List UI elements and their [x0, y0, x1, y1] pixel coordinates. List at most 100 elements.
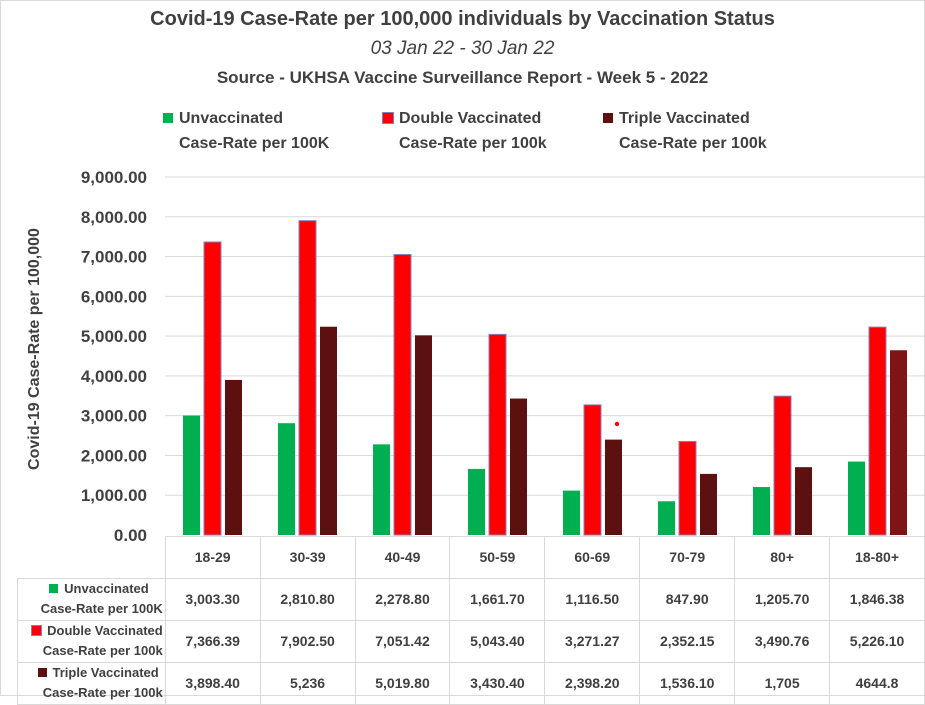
- row-label-line1: Double Vaccinated: [47, 623, 163, 638]
- bar-double-vaccinated-18-29: [203, 241, 222, 536]
- table-row-double-vaccinated: Double Vaccinated Case-Rate per 100k 7,36…: [17, 619, 925, 663]
- legend-double-vaccinated: Double Vaccinated Case-Rate per 100k: [382, 106, 547, 156]
- row-swatch-unvaccinated: [49, 584, 59, 593]
- bar-double-vaccinated-30-39: [298, 220, 317, 536]
- bar-unvaccinated-80+: [753, 487, 770, 535]
- table-cell: 2,278.80: [354, 577, 451, 621]
- legend-label-line2: Case-Rate per 100K: [179, 135, 330, 152]
- bar-triple-vaccinated-18-80+: [890, 350, 907, 535]
- table-cell: 5,043.40: [449, 619, 546, 663]
- bar-unvaccinated-50-59: [468, 468, 485, 535]
- table-header-cell: 30-39: [259, 536, 356, 579]
- table-cell: 2,810.80: [259, 577, 356, 621]
- table-header-cell: 40-49: [354, 536, 451, 579]
- table-cell: 1,705: [734, 661, 831, 705]
- table-header-row: 18-29 30-39 40-49 50-59 60-69 70-79 80+ …: [18, 536, 925, 579]
- table-cell: 3,430.40: [449, 661, 546, 705]
- table-cell: 2,352.15: [639, 619, 736, 663]
- legend-label-line2: Case-Rate per 100k: [399, 135, 547, 152]
- legend-label: Triple Vaccinated: [619, 110, 750, 127]
- bar-double-vaccinated-70-79: [678, 440, 697, 536]
- bar-unvaccinated-30-39: [278, 423, 295, 535]
- legend-swatch-double: [382, 112, 394, 124]
- y-tick-label: 7,000.00: [81, 248, 147, 267]
- data-table: 18-29 30-39 40-49 50-59 60-69 70-79 80+ …: [17, 536, 925, 705]
- table-header-cell: 18-80+: [829, 536, 925, 579]
- y-tick-label: 1,000.00: [81, 486, 147, 505]
- table-cell: 5,226.10: [829, 619, 925, 663]
- table-cell: 3,271.27: [544, 619, 641, 663]
- y-tick-label: 4,000.00: [81, 367, 147, 386]
- table-row-triple-vaccinated: Triple Vaccinated Case-Rate per 100k 3,89…: [17, 661, 925, 705]
- legend-label: Unvaccinated: [179, 110, 284, 127]
- table-header-cell: 80+: [734, 536, 831, 579]
- table-row-label: Double Vaccinated Case-Rate per 100k: [17, 619, 166, 663]
- y-tick-label: 3,000.00: [81, 407, 147, 426]
- bar-triple-vaccinated-50-59: [510, 398, 527, 535]
- y-tick-label: 2,000.00: [81, 446, 147, 465]
- stray-dot-marker: [614, 421, 620, 427]
- table-header-cell: 18-29: [164, 536, 261, 579]
- bar-triple-vaccinated-70-79: [700, 473, 717, 535]
- row-swatch-double: [31, 625, 43, 636]
- chart-subtitle: 03 Jan 22 - 30 Jan 22: [370, 38, 555, 59]
- table-row-unvaccinated: Unvaccinated Case-Rate per 100K 3,003.30 …: [17, 577, 925, 621]
- row-label-line1: Unvaccinated: [64, 581, 149, 596]
- table-cell: 1,846.38: [829, 577, 925, 621]
- bar-unvaccinated-60-69: [563, 490, 580, 535]
- bar-double-vaccinated-80+: [773, 395, 792, 536]
- table-cell: 2,398.20: [544, 661, 641, 705]
- row-label-line2: Case-Rate per 100k: [42, 643, 163, 658]
- table-corner: [18, 537, 166, 579]
- y-tick-label: 5,000.00: [81, 327, 147, 346]
- bar-double-vaccinated-50-59: [488, 333, 507, 536]
- row-swatch-triple: [37, 668, 47, 677]
- bar-triple-vaccinated-40-49: [415, 335, 432, 535]
- y-tick-label: 0.00: [114, 526, 147, 545]
- table-cell: 4644.8: [829, 661, 925, 705]
- table-header-cell: 70-79: [639, 536, 736, 579]
- table-cell: 5,019.80: [354, 661, 451, 705]
- bar-unvaccinated-18-80+: [848, 461, 865, 535]
- table-cell: 847.90: [639, 577, 736, 621]
- table-header-cell: 60-69: [544, 536, 641, 579]
- row-label-line2: Case-Rate per 100K: [40, 601, 163, 616]
- table-row-label: Unvaccinated Case-Rate per 100K: [17, 577, 166, 621]
- row-label-line2: Case-Rate per 100k: [42, 685, 163, 700]
- table-cell: 7,366.39: [164, 619, 261, 663]
- bar-double-vaccinated-18-80+: [868, 326, 887, 536]
- table-header-cell: 50-59: [449, 536, 546, 579]
- table-row-label: Triple Vaccinated Case-Rate per 100k: [17, 661, 166, 705]
- table-cell: 7,051.42: [354, 619, 451, 663]
- bar-double-vaccinated-60-69: [583, 404, 602, 536]
- chart-source: Source - UKHSA Vaccine Surveillance Repo…: [216, 68, 709, 87]
- table-cell: 1,536.10: [639, 661, 736, 705]
- bar-unvaccinated-40-49: [373, 444, 390, 535]
- table-cell: 7,902.50: [259, 619, 356, 663]
- legend-unvaccinated: Unvaccinated Case-Rate per 100K: [163, 106, 329, 156]
- bar-double-vaccinated-40-49: [393, 254, 412, 536]
- bar-triple-vaccinated-60-69: [605, 439, 622, 535]
- y-tick-label: 9,000.00: [81, 168, 147, 187]
- legend-swatch-unvaccinated: [163, 113, 173, 123]
- row-label-line1: Triple Vaccinated: [52, 665, 159, 680]
- bar-triple-vaccinated-30-39: [320, 326, 337, 535]
- legend-swatch-triple: [603, 113, 613, 123]
- bar-triple-vaccinated-18-29: [225, 379, 242, 535]
- legend-label-line2: Case-Rate per 100k: [619, 135, 767, 152]
- chart-title: Covid-19 Case-Rate per 100,000 individua…: [150, 8, 775, 30]
- table-cell: 3,898.40: [164, 661, 261, 705]
- bar-unvaccinated-18-29: [183, 415, 200, 535]
- table-cell: 1,661.70: [449, 577, 546, 621]
- legend-triple-vaccinated: Triple Vaccinated Case-Rate per 100k: [603, 106, 767, 156]
- table-cell: 1,205.70: [734, 577, 831, 621]
- bar-unvaccinated-70-79: [658, 501, 675, 535]
- legend-label: Double Vaccinated: [399, 110, 542, 127]
- y-tick-label: 6,000.00: [81, 287, 147, 306]
- y-tick-label: 8,000.00: [81, 208, 147, 227]
- table-cell: 1,116.50: [544, 577, 641, 621]
- table-cell: 3,003.30: [164, 577, 261, 621]
- table-cell: 3,490.76: [734, 619, 831, 663]
- table-cell: 5,236: [259, 661, 356, 705]
